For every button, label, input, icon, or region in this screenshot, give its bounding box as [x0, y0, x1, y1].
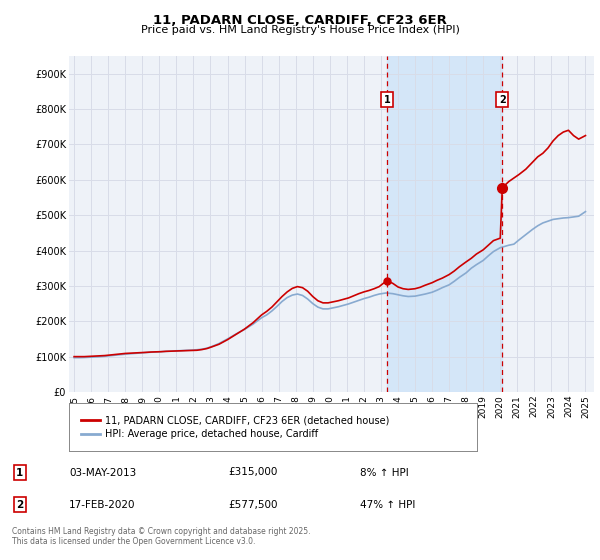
Bar — [387, 56, 502, 392]
Text: 1: 1 — [16, 468, 23, 478]
Legend: 11, PADARN CLOSE, CARDIFF, CF23 6ER (detached house), HPI: Average price, detach: 11, PADARN CLOSE, CARDIFF, CF23 6ER (det… — [78, 412, 392, 442]
Text: Contains HM Land Registry data © Crown copyright and database right 2025.
This d: Contains HM Land Registry data © Crown c… — [12, 526, 311, 546]
Text: 47% ↑ HPI: 47% ↑ HPI — [360, 500, 415, 510]
Text: £315,000: £315,000 — [228, 468, 277, 478]
Text: 17-FEB-2020: 17-FEB-2020 — [69, 500, 136, 510]
Text: 2: 2 — [499, 95, 506, 105]
Text: 2: 2 — [16, 500, 23, 510]
Text: 8% ↑ HPI: 8% ↑ HPI — [360, 468, 409, 478]
Text: 11, PADARN CLOSE, CARDIFF, CF23 6ER: 11, PADARN CLOSE, CARDIFF, CF23 6ER — [153, 14, 447, 27]
Text: £577,500: £577,500 — [228, 500, 277, 510]
Text: 1: 1 — [383, 95, 390, 105]
Text: Price paid vs. HM Land Registry's House Price Index (HPI): Price paid vs. HM Land Registry's House … — [140, 25, 460, 35]
Text: 03-MAY-2013: 03-MAY-2013 — [69, 468, 136, 478]
